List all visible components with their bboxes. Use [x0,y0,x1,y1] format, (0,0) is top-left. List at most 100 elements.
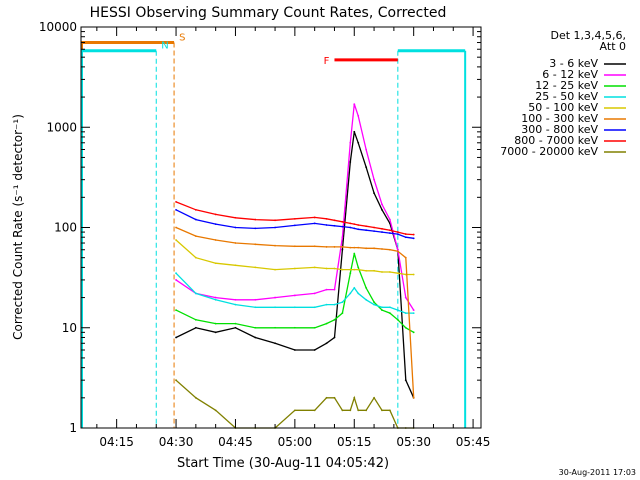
x-axis-label: Start Time (30-Aug-11 04:05:42) [177,456,389,471]
data-point [404,233,407,235]
series-group [175,130,415,399]
data-point [175,272,177,275]
data-point [341,246,344,248]
data-point [365,247,368,250]
data-point [234,298,237,301]
data-point [357,114,360,117]
data-point [353,252,356,255]
legend-header: Det 1,3,4,5,6, Att 0 [550,29,626,53]
data-point [254,227,257,230]
data-point [214,331,217,334]
data-point [349,292,352,295]
data-point [357,246,360,249]
data-point [381,409,383,412]
y-tick-label: 10000 [39,20,77,34]
data-point [254,243,257,246]
data-point [373,226,375,229]
data-point [357,141,360,144]
data-point [194,256,197,259]
data-point [254,336,257,339]
legend-header-line: Det 1,3,4,5,6, [550,29,626,42]
data-point [381,248,383,250]
data-point [313,306,316,309]
data-point [341,248,344,251]
series-group [175,272,415,315]
data-point [381,271,383,273]
data-point [341,236,344,239]
data-point [175,309,177,311]
data-point [333,246,336,248]
data-point [404,256,407,259]
data-point [381,309,383,311]
data-point [234,242,237,244]
series-group [175,201,415,236]
data-point [254,266,257,269]
plot-axes: 1 10 100 1000 10000 04:15 04:30 04:45 05:00 05:15… [39,20,491,449]
data-point [396,248,399,251]
data-point [325,342,328,345]
data-point [349,161,352,163]
data-point [214,239,217,241]
data-point [274,342,276,345]
data-point [412,273,415,276]
data-point [194,292,197,295]
data-point [353,268,356,271]
data-point [325,224,328,226]
data-point [357,268,360,271]
data-point [293,409,296,412]
data-point [381,306,383,309]
data-point [404,296,407,299]
data-point [194,208,197,211]
legend-label: 3 - 6 keV [549,57,598,70]
series-line [175,253,415,333]
data-point [357,266,360,269]
data-point [274,268,276,271]
y-tick-label: 1 [69,421,77,435]
data-point [349,409,352,412]
data-point [365,225,368,228]
data-point [313,222,316,225]
data-point [353,223,356,226]
flare-label: F [324,56,330,67]
y-tick-label: 1000 [46,120,77,134]
data-point [389,229,391,232]
data-point [341,225,344,228]
data-point [175,226,177,229]
data-point [381,203,383,206]
data-point [389,306,391,309]
data-point [313,216,316,219]
data-point [349,226,352,229]
data-point [396,250,399,253]
data-point [234,264,237,267]
y-tick-label: 10 [62,321,77,335]
data-point [404,379,407,382]
series-group [175,226,415,399]
x-tick-label: 04:15 [99,435,134,449]
data-point [313,292,316,295]
data-point [214,213,217,216]
data-point [333,396,336,399]
x-tick-label: 05:30 [396,435,431,449]
data-point [365,269,368,272]
data-point [389,232,391,234]
data-point [373,178,375,181]
legend-label: 7000 - 20000 keV [500,145,598,158]
data-point [333,219,336,222]
legend-label: 25 - 50 keV [535,90,598,103]
data-point [234,303,237,306]
data-point [412,312,415,315]
x-tick-label: 04:45 [218,435,253,449]
data-point [214,296,217,299]
data-point [214,409,217,412]
data-point [293,294,296,297]
data-point [313,409,316,412]
data-point [325,217,328,220]
series-line [175,131,415,399]
data-point [373,269,375,272]
data-point [349,222,352,225]
data-point [357,292,360,295]
data-point [341,301,344,304]
x-tick-label: 05:15 [337,435,372,449]
data-point [341,312,344,315]
